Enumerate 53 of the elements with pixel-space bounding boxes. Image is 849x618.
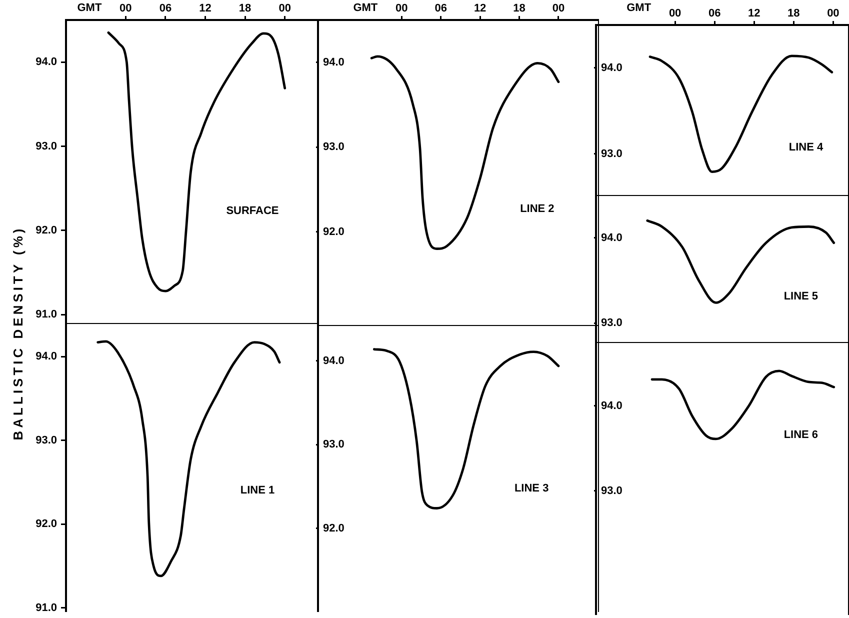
y-tick-label: 93.0: [601, 317, 622, 330]
text: LINE 5: [784, 290, 818, 302]
x-tick-label: 00: [827, 7, 840, 20]
x-axis-title: GMT: [353, 2, 378, 14]
x-axis-title: GMT: [626, 2, 652, 14]
y-tick-label: 93.0: [323, 438, 344, 451]
x-axis-title: GMT: [77, 2, 102, 14]
x-tick-label: 00: [396, 2, 408, 14]
x-tick-label: 06: [708, 7, 721, 20]
y-tick-label: 93.0: [323, 141, 344, 154]
x-tick-label: 18: [513, 2, 526, 14]
y-axis-title: BALLISTIC DENSITY (%): [10, 226, 26, 440]
x-tick-label: 06: [159, 2, 172, 14]
y-tick-label: 93.0: [601, 484, 622, 497]
line-series: [650, 370, 836, 440]
line-series: [373, 348, 560, 510]
x-tick-label: 00: [668, 7, 682, 20]
y-tick-label: 93.0: [601, 148, 622, 160]
text: LINE 4: [788, 141, 824, 154]
text: LINE 1: [240, 484, 275, 497]
y-tick-label: 94.0: [36, 56, 57, 68]
x-tick-label: 00: [552, 2, 565, 14]
y-tick-label: 94.0: [36, 350, 57, 363]
y-tick-label: 93.0: [36, 140, 57, 152]
y-tick-label: 94.0: [601, 400, 622, 412]
y-tick-label: 94.0: [601, 62, 622, 74]
x-tick-label: 00: [120, 2, 132, 14]
x-tick-label: 06: [434, 2, 447, 14]
line-series: [370, 55, 560, 250]
y-tick-label: 91.0: [36, 602, 57, 614]
y-tick-label: 91.0: [36, 308, 57, 321]
y-tick-label: 94.0: [601, 232, 622, 244]
x-tick-label: 12: [199, 2, 212, 14]
line-series: [648, 54, 834, 174]
text: SURFACE: [226, 204, 279, 217]
text: LINE 6: [784, 428, 818, 441]
y-tick-label: 92.0: [36, 518, 57, 530]
line-series: [107, 31, 286, 292]
y-tick-label: 92.0: [36, 224, 57, 236]
y-tick-label: 93.0: [36, 434, 57, 446]
y-tick-label: 94.0: [323, 56, 344, 68]
y-tick-label: 92.0: [323, 226, 344, 238]
x-tick-label: 00: [278, 2, 291, 14]
text: LINE 3: [514, 482, 549, 495]
x-tick-label: 18: [238, 2, 252, 14]
y-tick-label: 92.0: [323, 522, 344, 534]
x-tick-label: 12: [748, 7, 760, 20]
text: LINE 2: [520, 203, 554, 216]
line-series: [96, 340, 281, 578]
y-tick-label: 94.0: [323, 355, 344, 368]
x-tick-label: 12: [474, 2, 486, 14]
line-series: [646, 219, 836, 304]
x-tick-label: 18: [788, 7, 800, 20]
